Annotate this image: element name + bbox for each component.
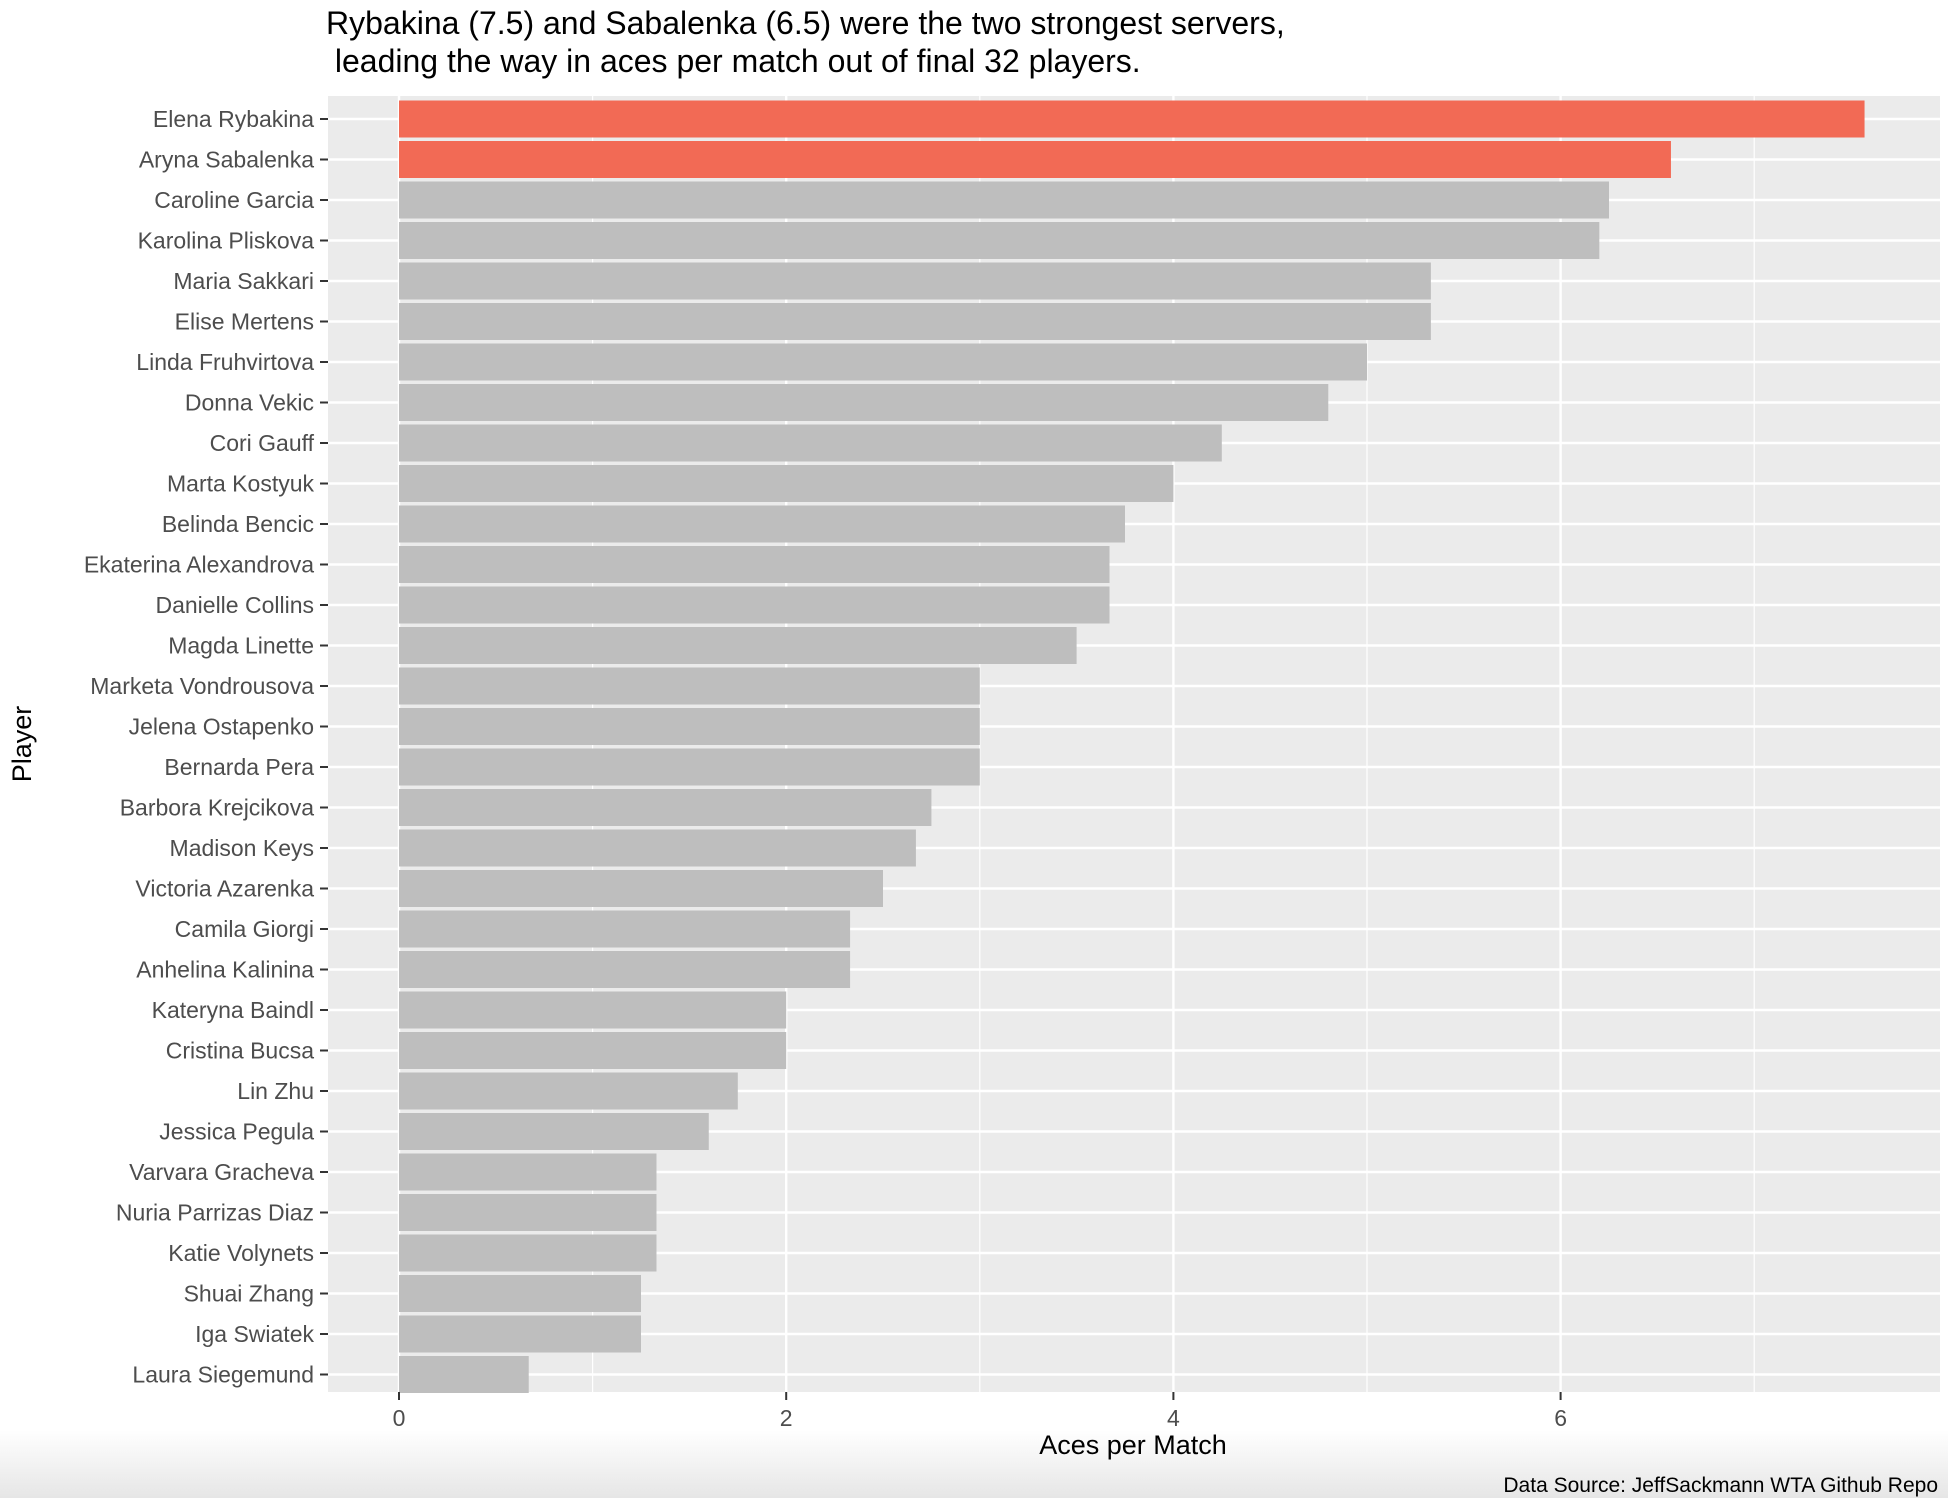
bar <box>399 910 851 948</box>
x-tick-label: 2 <box>780 1405 793 1431</box>
y-tick-label: Caroline Garcia <box>154 187 314 213</box>
title-line-1: Rybakina (7.5) and Sabalenka (6.5) were … <box>326 5 1285 41</box>
x-tick-label: 6 <box>1554 1405 1567 1431</box>
bar <box>399 748 980 786</box>
bar <box>399 1315 641 1353</box>
y-tick-label: Linda Fruhvirtova <box>136 349 314 375</box>
y-tick-label: Varvara Gracheva <box>129 1159 314 1185</box>
y-tick-label: Katie Volynets <box>168 1240 314 1266</box>
x-axis-title: Aces per Match <box>1039 1430 1227 1460</box>
y-tick-label: Nuria Parrizas Diaz <box>116 1200 314 1226</box>
y-tick-label: Ekaterina Alexandrova <box>84 552 314 578</box>
x-tick-label: 0 <box>393 1405 406 1431</box>
bar <box>399 343 1367 381</box>
y-tick-label: Anhelina Kalinina <box>136 957 314 983</box>
bar <box>399 708 980 745</box>
bar <box>399 586 1110 624</box>
y-tick-label: Cristina Bucsa <box>166 1038 314 1064</box>
bar <box>399 141 1671 178</box>
bar <box>399 829 916 867</box>
y-tick-label: Barbora Krejcikova <box>120 795 315 821</box>
bar <box>399 465 1174 502</box>
bar <box>399 424 1222 462</box>
bar <box>399 991 787 1029</box>
y-axis-ticks: Elena Rybakina Aryna Sabalenka Caroline Ga… <box>84 106 328 1388</box>
bottom-band <box>0 1430 1948 1498</box>
bar <box>399 546 1110 583</box>
y-tick-label: Karolina Pliskova <box>138 228 315 254</box>
bar <box>399 1032 787 1069</box>
bar <box>399 1194 657 1231</box>
x-axis-ticks: 0 2 4 6 <box>393 1392 1567 1431</box>
y-tick-label: Marta Kostyuk <box>167 471 314 497</box>
y-tick-label: Iga Swiatek <box>195 1321 314 1347</box>
chart-title: Rybakina (7.5) and Sabalenka (6.5) were … <box>326 5 1285 79</box>
bar <box>399 667 980 705</box>
bar <box>399 789 932 826</box>
x-tick-label: 4 <box>1167 1405 1180 1431</box>
bar <box>399 627 1077 664</box>
y-axis-title: Player <box>7 706 37 783</box>
y-tick-label: Madison Keys <box>170 835 314 861</box>
y-tick-label: Donna Vekic <box>185 390 314 416</box>
y-tick-label: Aryna Sabalenka <box>139 147 314 173</box>
bar <box>399 262 1431 300</box>
y-tick-label: Elena Rybakina <box>153 106 314 132</box>
bars <box>399 100 1865 1393</box>
y-tick-label: Shuai Zhang <box>184 1281 314 1307</box>
bar <box>399 1275 641 1312</box>
bar <box>399 505 1125 543</box>
y-tick-label: Victoria Azarenka <box>135 876 314 902</box>
y-tick-label: Laura Siegemund <box>132 1362 314 1388</box>
y-tick-label: Kateryna Baindl <box>152 997 314 1023</box>
bar <box>399 181 1609 219</box>
y-tick-label: Jelena Ostapenko <box>129 714 314 740</box>
y-tick-label: Cori Gauff <box>210 430 315 456</box>
y-tick-label: Bernarda Pera <box>164 754 314 780</box>
y-tick-label: Maria Sakkari <box>173 268 314 294</box>
y-tick-label: Camila Giorgi <box>175 916 314 942</box>
y-tick-label: Jessica Pegula <box>159 1119 314 1145</box>
y-tick-label: Lin Zhu <box>237 1078 314 1104</box>
y-tick-label: Marketa Vondrousova <box>90 673 314 699</box>
y-tick-label: Elise Mertens <box>175 309 314 335</box>
bar <box>399 870 883 907</box>
bar <box>399 1234 657 1272</box>
y-tick-label: Magda Linette <box>168 633 314 659</box>
title-line-2: leading the way in aces per match out of… <box>326 43 1141 79</box>
y-tick-label: Danielle Collins <box>155 592 314 618</box>
bar <box>399 1113 709 1150</box>
bar <box>399 384 1329 421</box>
bar <box>399 1356 529 1393</box>
bar <box>399 222 1600 259</box>
bar <box>399 100 1865 138</box>
data-source-caption: Data Source: JeffSackmann WTA Github Rep… <box>1503 1474 1938 1497</box>
bar <box>399 303 1431 340</box>
y-tick-label: Belinda Bencic <box>162 511 314 537</box>
bar <box>399 1153 657 1191</box>
bar <box>399 951 851 988</box>
bar <box>399 1072 738 1110</box>
